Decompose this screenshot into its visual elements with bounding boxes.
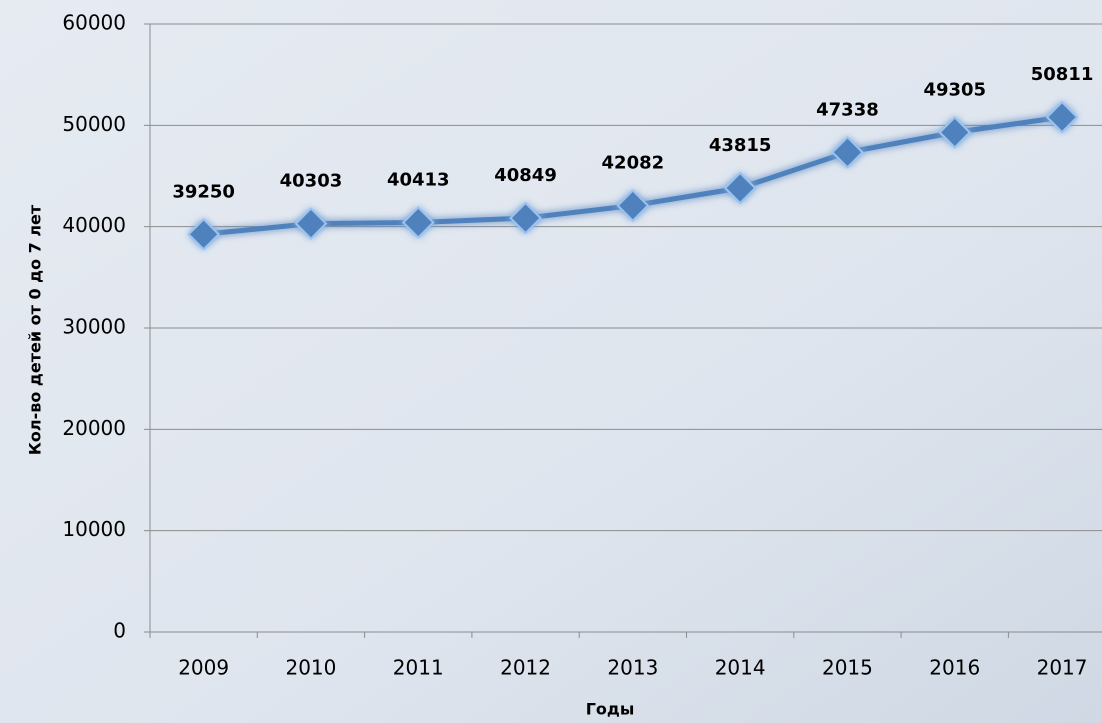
x-tick-label: 2010 xyxy=(285,656,336,680)
y-axis-label: Кол-во детей от 0 до 7 лет xyxy=(26,204,45,455)
chart: Кол-во детей от 0 до 7 лет Годы 0 10000 20… xyxy=(0,0,1102,723)
data-label: 47338 xyxy=(816,99,879,120)
y-tick-label: 60000 xyxy=(62,11,126,35)
data-label: 42082 xyxy=(602,153,665,174)
x-tick-label: 2015 xyxy=(822,656,873,680)
x-tick-label: 2009 xyxy=(178,656,229,680)
x-tick-label: 2014 xyxy=(715,656,766,680)
data-label: 49305 xyxy=(923,79,986,100)
x-tick-label: 2016 xyxy=(929,656,980,680)
data-label: 50811 xyxy=(1031,64,1094,85)
data-label: 40849 xyxy=(494,165,557,186)
data-label: 43815 xyxy=(709,135,772,156)
y-tick-label: 30000 xyxy=(62,315,126,339)
x-tick-label: 2011 xyxy=(393,656,444,680)
y-tick-label: 20000 xyxy=(62,416,126,440)
y-tick-label: 40000 xyxy=(62,213,126,237)
x-tick-label: 2012 xyxy=(500,656,551,680)
data-label: 40413 xyxy=(387,169,450,190)
background xyxy=(0,0,1102,723)
x-axis-label: Годы xyxy=(586,700,635,719)
y-tick-label: 10000 xyxy=(62,517,126,541)
y-tick-label: 50000 xyxy=(62,112,126,136)
x-tick-label: 2017 xyxy=(1037,656,1088,680)
x-tick-label: 2013 xyxy=(607,656,658,680)
page: Кол-во детей от 0 до 7 лет Годы 0 10000 20… xyxy=(0,0,1102,723)
data-label: 40303 xyxy=(280,171,343,192)
y-tick-label: 0 xyxy=(113,619,126,643)
data-label: 39250 xyxy=(172,181,235,202)
